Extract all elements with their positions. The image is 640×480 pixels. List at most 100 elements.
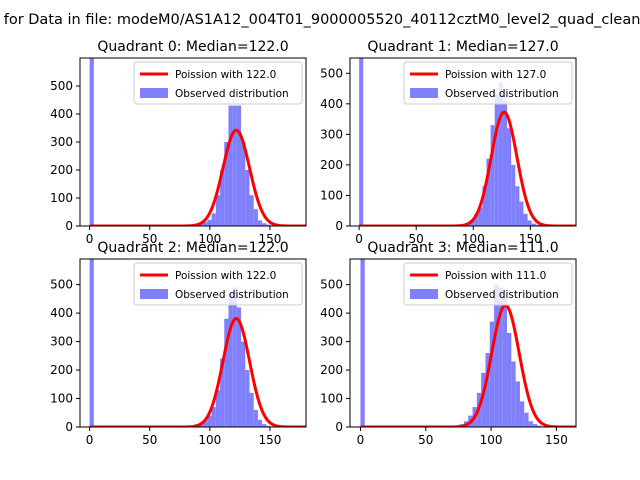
x-tick-label: 0 [86, 433, 94, 447]
axes-frame [79, 258, 307, 428]
histogram-bar [232, 287, 237, 427]
histogram-bar [253, 409, 258, 427]
axes-frame [349, 57, 577, 227]
histogram-bar [220, 170, 225, 226]
poisson-fit-line [89, 316, 306, 427]
histogram-bar [527, 220, 532, 226]
poisson-fit-line [359, 110, 576, 226]
x-tick-label: 50 [142, 232, 157, 246]
histogram-bar [266, 425, 271, 427]
legend-label-observed: Observed distribution [175, 88, 289, 100]
x-tick-label: 150 [258, 433, 281, 447]
y-tick-label: 300 [320, 127, 343, 141]
histogram-bar [481, 372, 486, 427]
legend-bar-swatch [410, 289, 438, 299]
legend: Poission with 111.0 Observed distribution [403, 262, 573, 306]
histogram-bar [474, 213, 479, 226]
histogram-bar [211, 407, 216, 427]
y-tick-label: 200 [50, 363, 73, 377]
legend: Poission with 127.0 Observed distribution [403, 61, 573, 105]
y-tick-label: 500 [320, 66, 343, 80]
y-tick-label: 500 [50, 278, 73, 292]
x-tick-label: 50 [409, 232, 424, 246]
legend-bar-swatch [140, 289, 168, 299]
histogram-bar [531, 223, 536, 226]
histogram-bar [228, 293, 233, 427]
x-tick-label: 0 [355, 232, 363, 246]
histogram-bar [359, 58, 364, 226]
plot-area [89, 259, 306, 427]
histogram-bar [507, 333, 512, 427]
legend-label-observed: Observed distribution [445, 289, 559, 301]
y-tick-label: 0 [335, 420, 343, 434]
y-tick-label: 200 [320, 158, 343, 172]
histogram-bar [528, 421, 533, 427]
y-tick-label: 100 [320, 188, 343, 202]
y-tick-label: 300 [50, 335, 73, 349]
histogram-bar [502, 298, 508, 427]
x-tick-label: 50 [418, 433, 433, 447]
legend-box [403, 262, 573, 306]
x-tick-label: 100 [480, 433, 503, 447]
histogram-bar [485, 352, 490, 427]
x-tick-label: 50 [142, 433, 157, 447]
histogram-bar [224, 318, 229, 427]
y-tick-label: 0 [335, 219, 343, 233]
y-tick-label: 100 [50, 191, 73, 205]
legend-label-poisson: Poission with 122.0 [175, 270, 276, 282]
legend: Poission with 122.0 Observed distribution [133, 262, 303, 306]
histogram-bar [537, 425, 542, 427]
histogram-bar [257, 220, 263, 226]
legend-box [133, 61, 303, 105]
y-tick-label: 0 [65, 420, 73, 434]
legend-bar-swatch [140, 88, 168, 98]
histogram-bar [519, 401, 525, 427]
plot-area [89, 58, 306, 226]
histogram-bar [523, 213, 528, 226]
histogram-bar [249, 392, 254, 427]
histogram-bar [511, 361, 516, 427]
subplot-quadrant-1: 0 50 100 150 0 100 200 300 400 500 Quadrant 1: Med… [320, 39, 577, 246]
legend-box [403, 61, 573, 105]
y-tick-label: 200 [50, 163, 73, 177]
histogram-bar [89, 259, 94, 427]
subplot-quadrant-3: 0 50 100 150 0 100 200 300 400 500 Quadrant 3: Med… [320, 240, 577, 447]
legend-label-observed: Observed distribution [445, 88, 559, 100]
x-tick-label: 100 [198, 232, 221, 246]
histogram-bar [207, 415, 212, 427]
y-tick-label: 400 [320, 306, 343, 320]
histogram-bar [482, 186, 487, 226]
y-tick-label: 100 [320, 392, 343, 406]
legend-label-poisson: Poission with 127.0 [445, 69, 546, 81]
y-tick-label: 300 [320, 335, 343, 349]
poisson-fit-line [360, 303, 576, 427]
histogram-bar [203, 419, 208, 427]
x-tick-label: 0 [357, 433, 365, 447]
histogram-bar [228, 105, 233, 226]
histogram-bar [490, 125, 495, 226]
y-tick-label: 100 [50, 392, 73, 406]
histogram-bar [507, 128, 512, 226]
y-tick-label: 0 [65, 219, 73, 233]
histogram-bar [515, 186, 520, 226]
legend-bar-swatch [410, 88, 438, 98]
histogram-bar [535, 224, 540, 226]
subplot-title: Quadrant 1: Median=127.0 [367, 39, 558, 55]
y-tick-label: 200 [320, 363, 343, 377]
legend-box [133, 262, 303, 306]
subplot-title: Quadrant 0: Median=122.0 [97, 39, 288, 55]
histogram-bar [486, 158, 491, 226]
legend-label-poisson: Poission with 111.0 [445, 270, 546, 282]
subplot-quadrant-2: 0 50 100 150 0 100 200 300 400 500 Quadrant 2: Med… [50, 240, 307, 447]
histogram-bar [519, 201, 524, 226]
histogram-bar [489, 321, 495, 427]
histogram-bar [203, 221, 208, 226]
histogram-bar [245, 370, 250, 427]
histogram-bar [232, 105, 237, 226]
poisson-fit-line [89, 128, 306, 226]
x-tick-label: 100 [198, 433, 221, 447]
histogram-bar [478, 207, 483, 226]
histogram-bar [360, 259, 365, 427]
histogram-bar [215, 195, 221, 226]
